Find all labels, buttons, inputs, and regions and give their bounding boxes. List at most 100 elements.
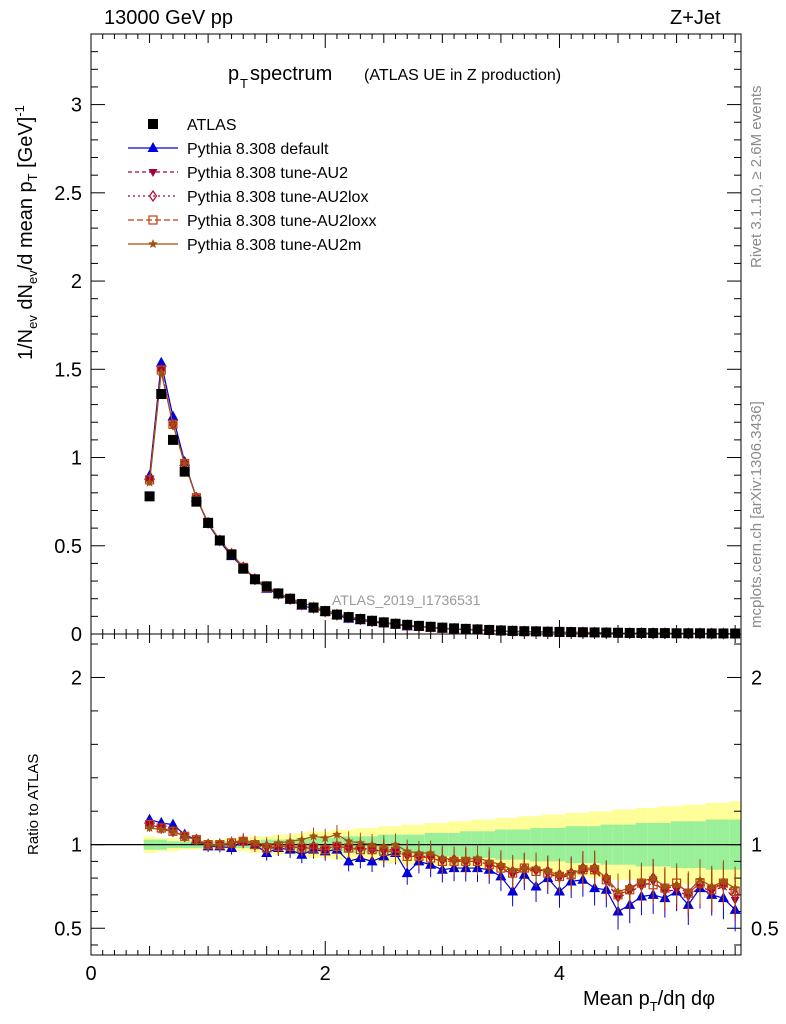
mc-point-ratio [401,867,413,878]
atlas-point [730,628,741,639]
ratio-y-tick-label: 0.5 [54,918,82,940]
mc-point-ratio [402,846,412,856]
mc-point-main [144,477,155,487]
atlas-point [460,623,471,634]
legend: ATLAS Pythia 8.308 default Pythia 8.308 tu… [128,117,376,254]
legend-marker [148,169,158,177]
legend-label: Pythia 8.308 tune-AU2m [187,237,361,254]
mc-point-ratio [238,834,248,844]
ratio-y-tick-label: 2 [751,667,762,689]
atlas-point [343,612,354,623]
x-tick-label: 0 [85,963,96,985]
mc-point-ratio [366,855,378,866]
mc-point-ratio [367,839,377,849]
legend-marker [147,142,159,152]
atlas-point [636,627,647,638]
mc-point-ratio [625,883,635,893]
atlas-point [191,496,202,507]
atlas-point [718,628,729,639]
atlas-point [531,626,542,637]
atlas-point [238,563,249,574]
header-left: 13000 GeV pp [104,7,233,29]
atlas-point [613,627,624,638]
mc-point-ratio [484,856,494,866]
mc-point-ratio [531,863,541,873]
atlas-point [413,620,424,631]
x-axis-label: Mean pT/dη dφ [583,988,715,1014]
atlas-point [566,627,577,638]
atlas-point [296,599,307,609]
title-main: p [228,63,239,85]
data-series [144,356,741,932]
mc-point-ratio [297,834,307,844]
atlas-point [577,627,588,638]
atlas-point [695,628,706,639]
atlas-point [167,434,178,445]
atlas-point [402,619,413,630]
y-tick-label: 1 [71,448,82,470]
atlas-point [214,535,225,546]
atlas-point [519,626,530,637]
legend-marker [148,215,158,225]
ratio-ylabel: Ratio to ATLAS [25,754,42,855]
mc-point-ratio [449,854,459,864]
atlas-point [144,491,155,502]
mc-point-ratio [332,829,342,839]
mc-point-ratio [730,883,740,893]
atlas-point [671,628,682,639]
ratio-panel-frame [90,633,742,956]
y-tick-label: 2 [71,271,82,293]
atlas-point [226,549,237,560]
x-tick-label: 2 [320,963,331,985]
mc-point-ratio [414,848,424,858]
y-tick-label: 0 [71,624,82,646]
atlas-point [261,581,272,592]
atlas-point [249,574,260,585]
y-tick-label: 1.5 [54,359,82,381]
mc-point-ratio [261,839,272,849]
main-ylabel: 1/Nev dNev/d mean pT [GeV]-1 [12,105,40,360]
mc-point-ratio [589,863,600,873]
axis-labels: p T spectrum (ATLAS UE in Z production) … [12,63,715,1014]
mc-point-main [156,367,166,377]
title-rest: spectrum [250,63,332,85]
mc-point-ratio [660,881,670,891]
mc-point-ratio [472,853,483,863]
legend-label: Pythia 8.308 tune-AU2lox [187,189,368,206]
mc-point-main [168,419,178,429]
y-tick-label: 3 [71,95,82,117]
atlas-point [624,627,635,638]
ratio-y-tick-label: 2 [71,667,82,689]
mc-point-ratio [156,824,166,834]
legend-marker [148,119,158,129]
mc-point-ratio [718,876,729,886]
ratio-y-tick-label: 1 [751,835,762,857]
atlas-point [648,628,659,639]
mc-point-ratio [636,876,647,886]
atlas-point [507,625,518,636]
watermark: ATLAS_2019_I1736531 [332,592,481,608]
atlas-point [683,628,694,639]
mc-point-ratio [578,863,588,873]
mc-point-ratio [461,854,471,864]
legend-label: Pythia 8.308 default [187,141,329,158]
mc-point-main [179,458,190,468]
atlas-point [308,602,319,613]
mc-point-ratio [273,838,284,847]
mc-point-ratio [613,886,623,896]
atlas-point [378,617,389,628]
mc-point-ratio [519,863,530,873]
title-paren: (ATLAS UE in Z production) [364,67,561,84]
mc-point-ratio [601,873,612,883]
mc-point-main [167,410,179,421]
atlas-point [390,618,401,629]
mc-point-ratio [215,839,225,849]
mc-point-ratio [566,869,576,879]
legend-label: ATLAS [187,117,237,134]
atlas-point [331,609,342,620]
mc-point-ratio [496,859,506,869]
ratio-y-tick-label: 1 [71,835,82,857]
y-tick-label: 2.5 [54,183,82,205]
atlas-point [156,389,167,399]
